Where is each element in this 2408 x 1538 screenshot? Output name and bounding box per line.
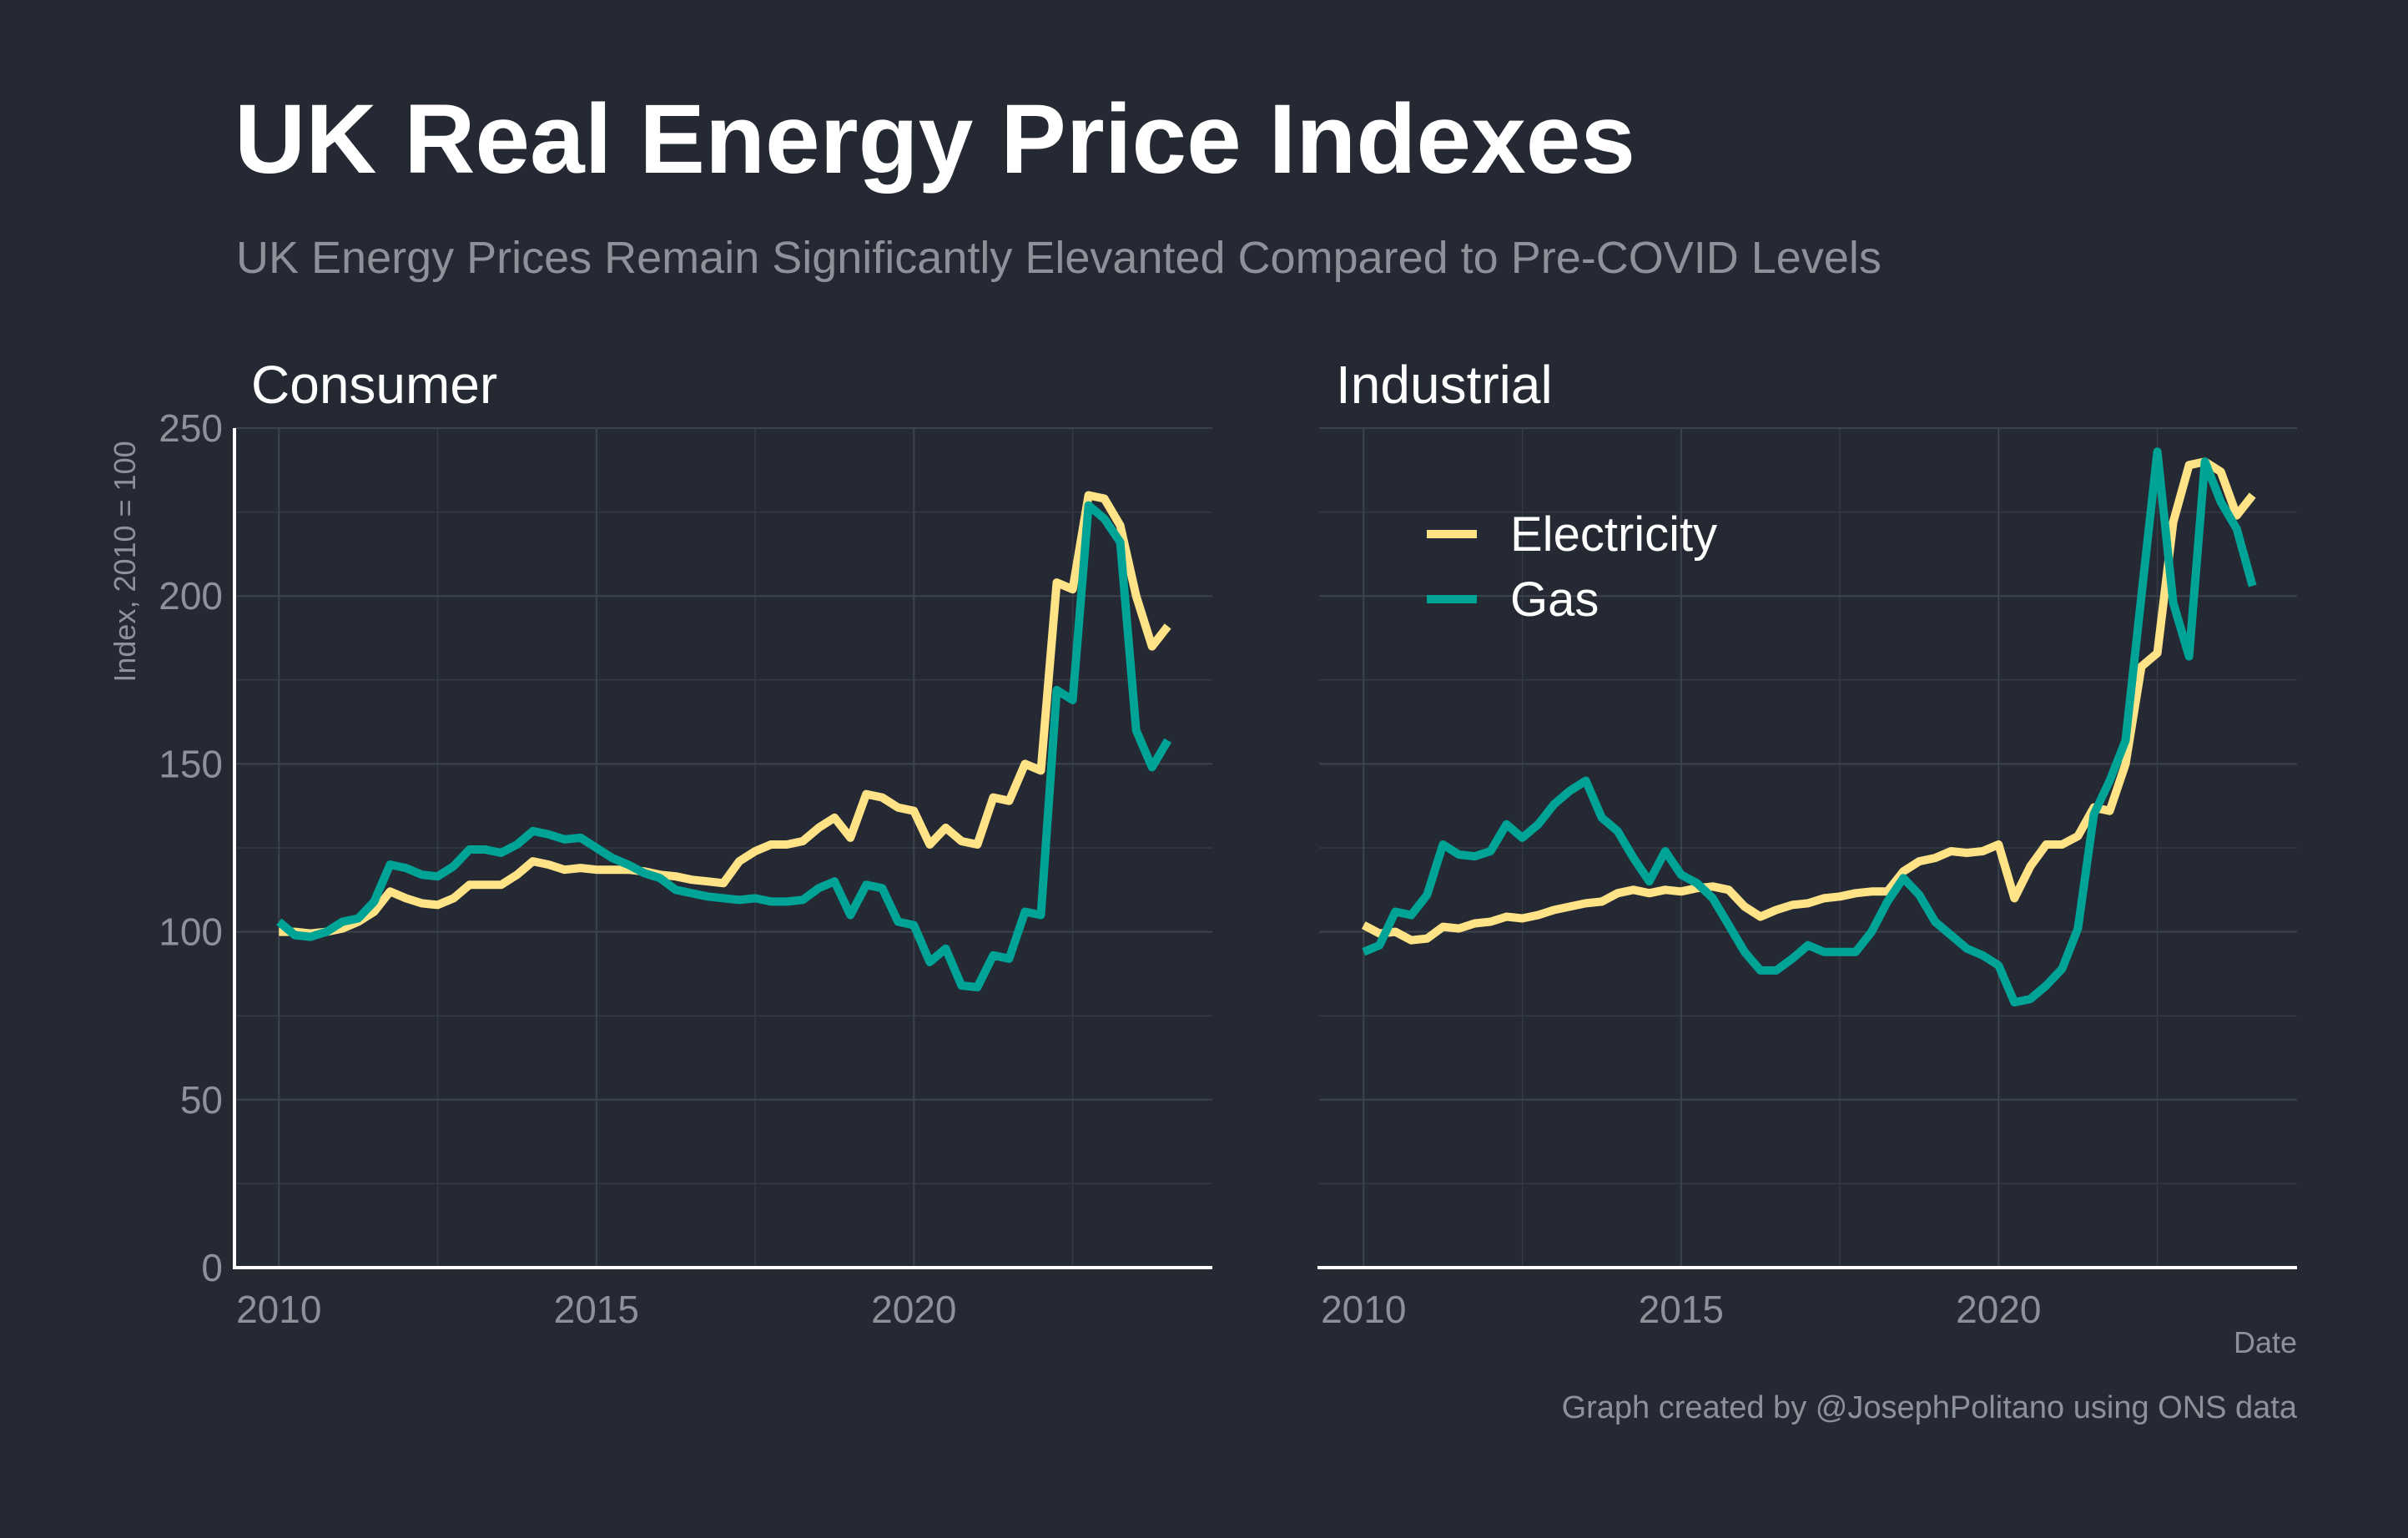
source-caption: Graph created by @JosephPolitano using O… — [1561, 1390, 2297, 1425]
y-axis-title: Index, 2010 = 100 — [108, 441, 142, 682]
y-tick-label: 200 — [159, 574, 223, 618]
y-tick-label: 50 — [180, 1078, 223, 1122]
series-line-gas — [1362, 447, 2257, 1007]
panel-title: Industrial — [1336, 355, 1553, 415]
x-tick-label: 2020 — [1956, 1288, 2041, 1331]
panel-industrial: Industrial 2010 2015 2020 Date Electricity Gas — [1317, 355, 2297, 1359]
series-line-gas — [276, 501, 1172, 991]
series-line-electricity — [279, 491, 1171, 938]
y-tick-label: 250 — [159, 406, 223, 450]
y-tick-label: 150 — [159, 742, 223, 785]
series-line-electricity — [1361, 457, 2256, 945]
panel-consumer: Consumer 2010 2015 2020 0 50 100 150 200 250 Index… — [108, 355, 1212, 1331]
legend-label: Electricity — [1510, 507, 1717, 562]
chart-subtitle: UK Energy Prices Remain Significantly El… — [236, 233, 1882, 283]
y-tick-label: 100 — [159, 910, 223, 954]
x-tick-label: 2010 — [236, 1288, 321, 1331]
chart-title: UK Real Energy Price Indexes — [234, 84, 1635, 194]
legend-label: Gas — [1510, 572, 1599, 627]
x-tick-label: 2010 — [1321, 1288, 1406, 1331]
x-tick-label: 2015 — [554, 1288, 639, 1331]
legend: Electricity Gas — [1427, 507, 1717, 627]
panel-title: Consumer — [251, 355, 497, 415]
x-tick-label: 2015 — [1639, 1288, 1724, 1331]
x-axis-title: Date — [2234, 1325, 2297, 1359]
x-tick-label: 2020 — [871, 1288, 956, 1331]
y-tick-label: 0 — [201, 1246, 223, 1289]
